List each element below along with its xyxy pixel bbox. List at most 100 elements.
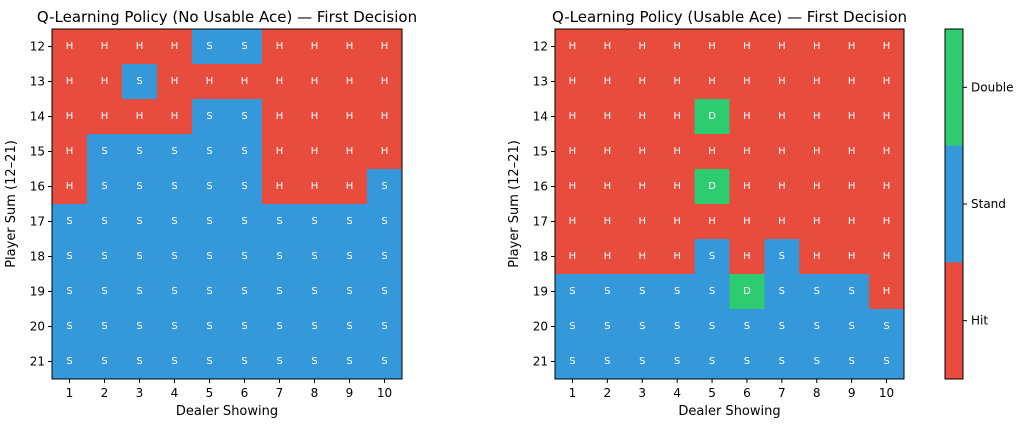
cell-label: S [66, 251, 72, 262]
cell-label: H [743, 41, 751, 52]
cell-label: H [101, 111, 109, 122]
cell-label: H [346, 181, 354, 192]
cell-label: H [569, 251, 577, 262]
y-tick-label: 15 [30, 145, 45, 159]
cell-label: H [311, 146, 319, 157]
cell-label: H [381, 76, 389, 87]
cell-label: H [638, 41, 646, 52]
cell-label: S [241, 181, 247, 192]
heatmap-cell [227, 99, 263, 135]
cell-label: S [276, 356, 282, 367]
heatmap-cell [332, 99, 368, 135]
cell-label: H [381, 146, 389, 157]
x-tick-label: 10 [377, 386, 392, 400]
x-axis-label: Dealer Showing [678, 404, 780, 419]
cell-label: D [708, 181, 716, 192]
cell-label: S [66, 286, 72, 297]
heatmap-cell [555, 169, 591, 205]
heatmap-cell [624, 204, 661, 240]
plot-frame [51, 28, 403, 380]
heatmap-cell [694, 344, 730, 380]
heatmap-cell [589, 134, 626, 170]
heatmap-cell [157, 134, 193, 170]
heatmap-cell [694, 64, 730, 100]
heatmap-cell [729, 204, 765, 240]
heatmap-cell [799, 134, 835, 170]
cell-label: H [346, 41, 354, 52]
cell-label: S [569, 286, 575, 297]
y-tick-label: 19 [30, 285, 45, 299]
cell-label: H [604, 111, 612, 122]
cell-label: S [381, 216, 387, 227]
cell-label: H [778, 76, 786, 87]
heatmap-cell [87, 169, 123, 205]
y-tick-label: 21 [533, 355, 548, 369]
heatmap-cell [262, 274, 298, 310]
cell-label: H [276, 41, 284, 52]
heatmap-cell [332, 239, 368, 275]
heatmap-cell [367, 99, 403, 135]
cell-label: H [778, 146, 786, 157]
cell-label: H [848, 181, 856, 192]
cell-label: S [346, 356, 352, 367]
cell-label: H [778, 216, 786, 227]
cell-label: S [171, 321, 177, 332]
cell-label: S [346, 321, 352, 332]
cell-label: S [604, 356, 610, 367]
x-tick-label: 9 [346, 386, 354, 400]
cell-label: S [136, 321, 142, 332]
cell-label: H [883, 146, 891, 157]
cell-label: H [778, 111, 786, 122]
y-tick-label: 19 [533, 285, 548, 299]
heatmap-cell [869, 274, 905, 310]
heatmap-cell [624, 169, 661, 205]
cell-label: H [276, 76, 284, 87]
heatmap-cell [624, 64, 661, 100]
heatmap-cell [262, 239, 298, 275]
colorbar-segment [945, 145, 963, 263]
colorbar-label: Double [971, 80, 1014, 94]
heatmap-cell [799, 29, 835, 65]
heatmap-cell [694, 169, 730, 205]
cell-label: S [241, 286, 247, 297]
cell-label: S [779, 251, 785, 262]
heatmap-cell [227, 239, 263, 275]
heatmap-cell [297, 274, 333, 310]
heatmap-cell [834, 134, 870, 170]
cell-label: S [639, 286, 645, 297]
cell-label: S [674, 356, 680, 367]
heatmap-cell [52, 274, 88, 310]
cell-label: H [569, 76, 577, 87]
cell-label: S [206, 251, 212, 262]
heatmap-cell [157, 169, 193, 205]
y-tick-label: 20 [30, 320, 45, 334]
cell-label: H [638, 181, 646, 192]
cell-label: S [883, 321, 889, 332]
cell-label: H [673, 146, 681, 157]
cell-label: H [883, 181, 891, 192]
cell-label: S [744, 321, 750, 332]
cell-label: H [638, 76, 646, 87]
x-axis-label: Dealer Showing [176, 404, 278, 419]
heatmap-cell [764, 99, 800, 135]
heatmap-cell [624, 274, 661, 310]
y-tick-label: 14 [30, 110, 45, 124]
cell-label: H [708, 76, 716, 87]
heatmap-cell [799, 99, 835, 135]
heatmap-cell [157, 274, 193, 310]
heatmap-cell [367, 239, 403, 275]
cell-label: S [674, 321, 680, 332]
cell-label: H [311, 41, 319, 52]
heatmap-cell [367, 169, 403, 205]
heatmap-cell [297, 134, 333, 170]
y-tick-label: 12 [533, 40, 548, 54]
heatmap-cell [555, 239, 591, 275]
heatmap-cell [659, 134, 696, 170]
cell-label: S [883, 356, 889, 367]
heatmap-cell [694, 99, 730, 135]
cell-label: S [206, 216, 212, 227]
cell-label: S [848, 356, 854, 367]
heatmap-cell [262, 204, 298, 240]
cell-label: H [883, 216, 891, 227]
heatmap-cell [589, 344, 626, 380]
